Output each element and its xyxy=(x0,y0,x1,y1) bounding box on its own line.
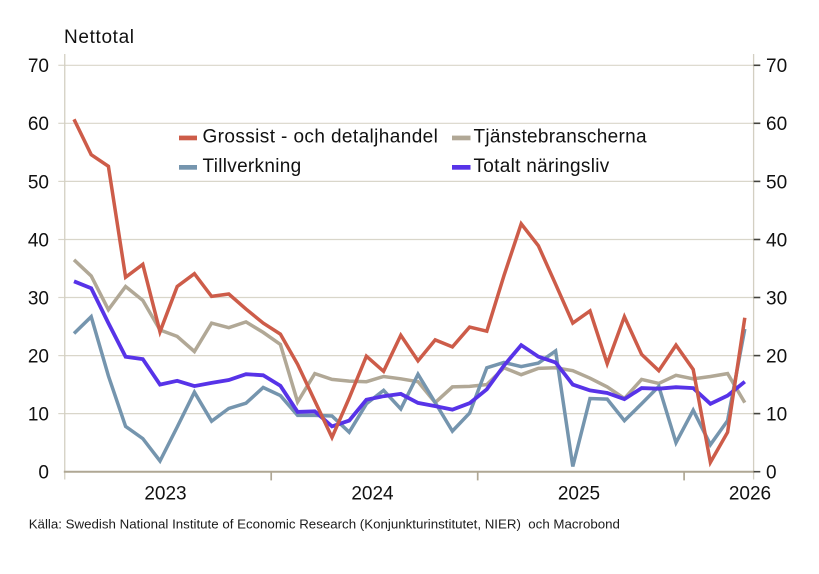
svg-text:20: 20 xyxy=(28,347,49,368)
svg-text:0: 0 xyxy=(38,463,49,484)
svg-text:Tillverkning: Tillverkning xyxy=(203,156,302,177)
svg-text:10: 10 xyxy=(766,405,787,426)
svg-text:50: 50 xyxy=(766,172,787,193)
svg-text:40: 40 xyxy=(766,230,787,251)
svg-text:Totalt näringsliv: Totalt näringsliv xyxy=(474,156,610,177)
svg-text:60: 60 xyxy=(766,114,787,135)
svg-text:60: 60 xyxy=(28,114,49,135)
svg-text:Tjänstebranscherna: Tjänstebranscherna xyxy=(474,127,647,148)
svg-text:30: 30 xyxy=(28,288,49,309)
svg-text:2025: 2025 xyxy=(558,484,600,505)
svg-text:40: 40 xyxy=(28,230,49,251)
svg-text:Källa: Swedish National Instit: Källa: Swedish National Institute of Eco… xyxy=(29,517,620,532)
svg-text:30: 30 xyxy=(766,288,787,309)
svg-text:2024: 2024 xyxy=(351,484,394,505)
svg-text:20: 20 xyxy=(766,347,787,368)
svg-text:10: 10 xyxy=(28,405,49,426)
svg-text:50: 50 xyxy=(28,172,49,193)
svg-text:Nettotal: Nettotal xyxy=(64,27,135,48)
svg-text:70: 70 xyxy=(28,56,49,77)
svg-text:2023: 2023 xyxy=(144,484,186,505)
svg-text:2026: 2026 xyxy=(729,484,771,505)
svg-text:Grossist - och detaljhandel: Grossist - och detaljhandel xyxy=(203,127,439,148)
svg-text:70: 70 xyxy=(766,56,787,77)
svg-text:0: 0 xyxy=(766,463,777,484)
